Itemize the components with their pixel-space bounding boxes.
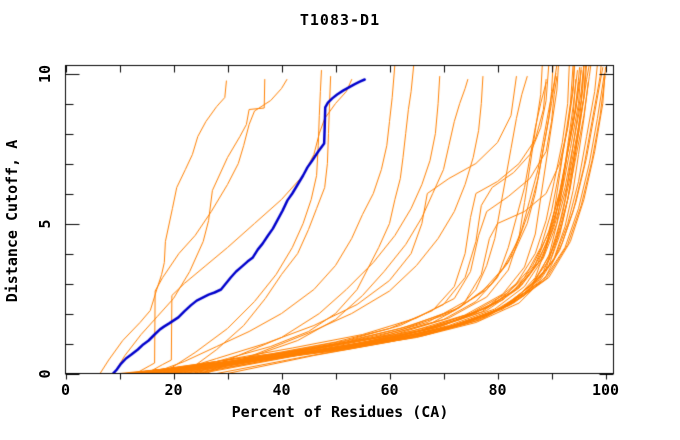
x-tick-label: 60 xyxy=(380,381,399,399)
y-axis-label: Distance Cutoff, A xyxy=(3,139,21,303)
x-tick-label: 0 xyxy=(60,381,71,399)
chart-title: T1083-D1 xyxy=(299,11,381,29)
x-tick-label: 20 xyxy=(164,381,183,399)
x-axis-label: Percent of Residues (CA) xyxy=(231,403,449,421)
y-tick-label: 0 xyxy=(36,368,54,379)
y-tick-label: 5 xyxy=(36,218,54,229)
x-tick-label: 100 xyxy=(591,381,620,399)
x-tick-label: 40 xyxy=(272,381,291,399)
y-tick-label: 10 xyxy=(36,64,54,83)
x-tick-label: 80 xyxy=(488,381,507,399)
